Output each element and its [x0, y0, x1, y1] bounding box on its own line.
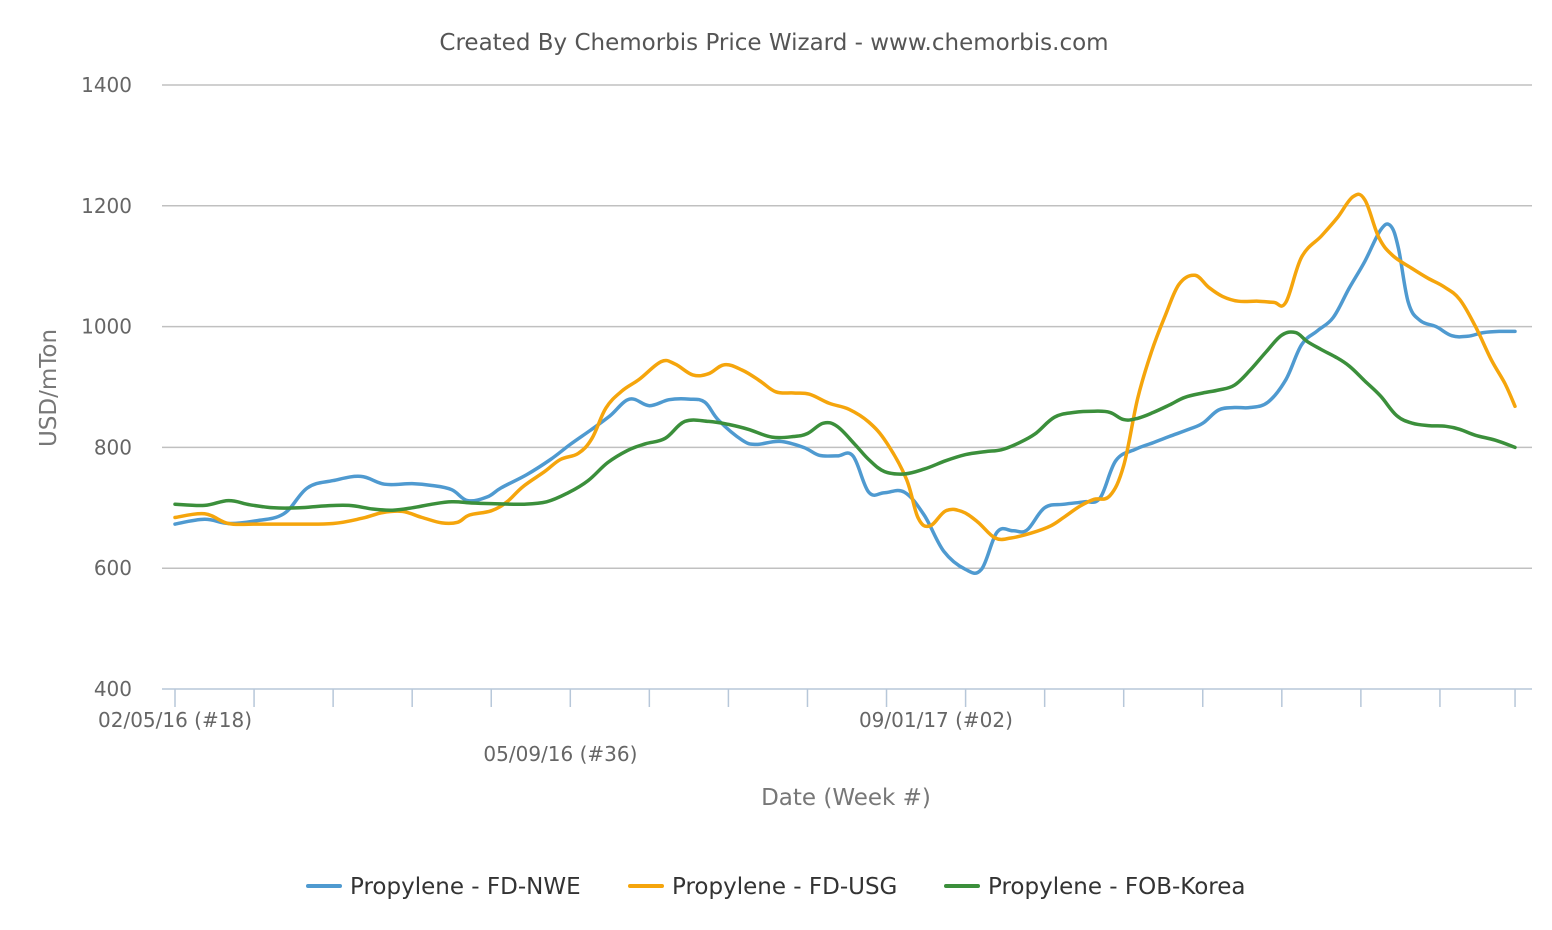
- x-tick-label: 02/05/16 (#18): [98, 708, 252, 732]
- x-axis-title: Date (Week #): [761, 785, 931, 811]
- legend-item-propylene-fd-nwe[interactable]: Propylene - FD-NWE: [306, 874, 581, 900]
- x-tick-labels: 02/05/16 (#18) 05/09/16 (#36) 09/01/17 (#0…: [98, 708, 1013, 766]
- series-lines: [173, 192, 1517, 575]
- legend-label: Propylene - FD-USG: [672, 874, 897, 900]
- legend-label: Propylene - FD-NWE: [350, 874, 581, 900]
- legend-label: Propylene - FOB-Korea: [988, 874, 1246, 900]
- series-line-propylene-fd-usg: [173, 192, 1517, 542]
- gridlines: [162, 84, 1532, 569]
- y-tick-label: 600: [94, 556, 132, 580]
- series-line-propylene-fob-korea: [173, 330, 1517, 512]
- legend-item-propylene-fd-usg[interactable]: Propylene - FD-USG: [628, 874, 897, 900]
- y-axis-title: USD/mTon: [36, 329, 62, 447]
- x-tick-label: 05/09/16 (#36): [483, 742, 637, 766]
- legend[interactable]: Propylene - FD-NWE Propylene - FD-USG Prop…: [306, 874, 1246, 900]
- x-tick-label: 09/01/17 (#02): [859, 708, 1013, 732]
- legend-item-propylene-fob-korea[interactable]: Propylene - FOB-Korea: [944, 874, 1246, 900]
- y-tick-label: 1400: [81, 73, 132, 97]
- x-ticks: [174, 689, 1516, 707]
- y-tick-label: 400: [94, 677, 132, 701]
- y-tick-label: 800: [94, 435, 132, 459]
- chart-title: Created By Chemorbis Price Wizard - www.…: [439, 30, 1108, 56]
- y-tick-label: 1200: [81, 194, 132, 218]
- y-tick-label: 1000: [81, 315, 132, 339]
- series-line-propylene-fd-nwe: [173, 222, 1517, 575]
- y-tick-labels: 400 600 800 1000 1200 1400: [81, 73, 132, 701]
